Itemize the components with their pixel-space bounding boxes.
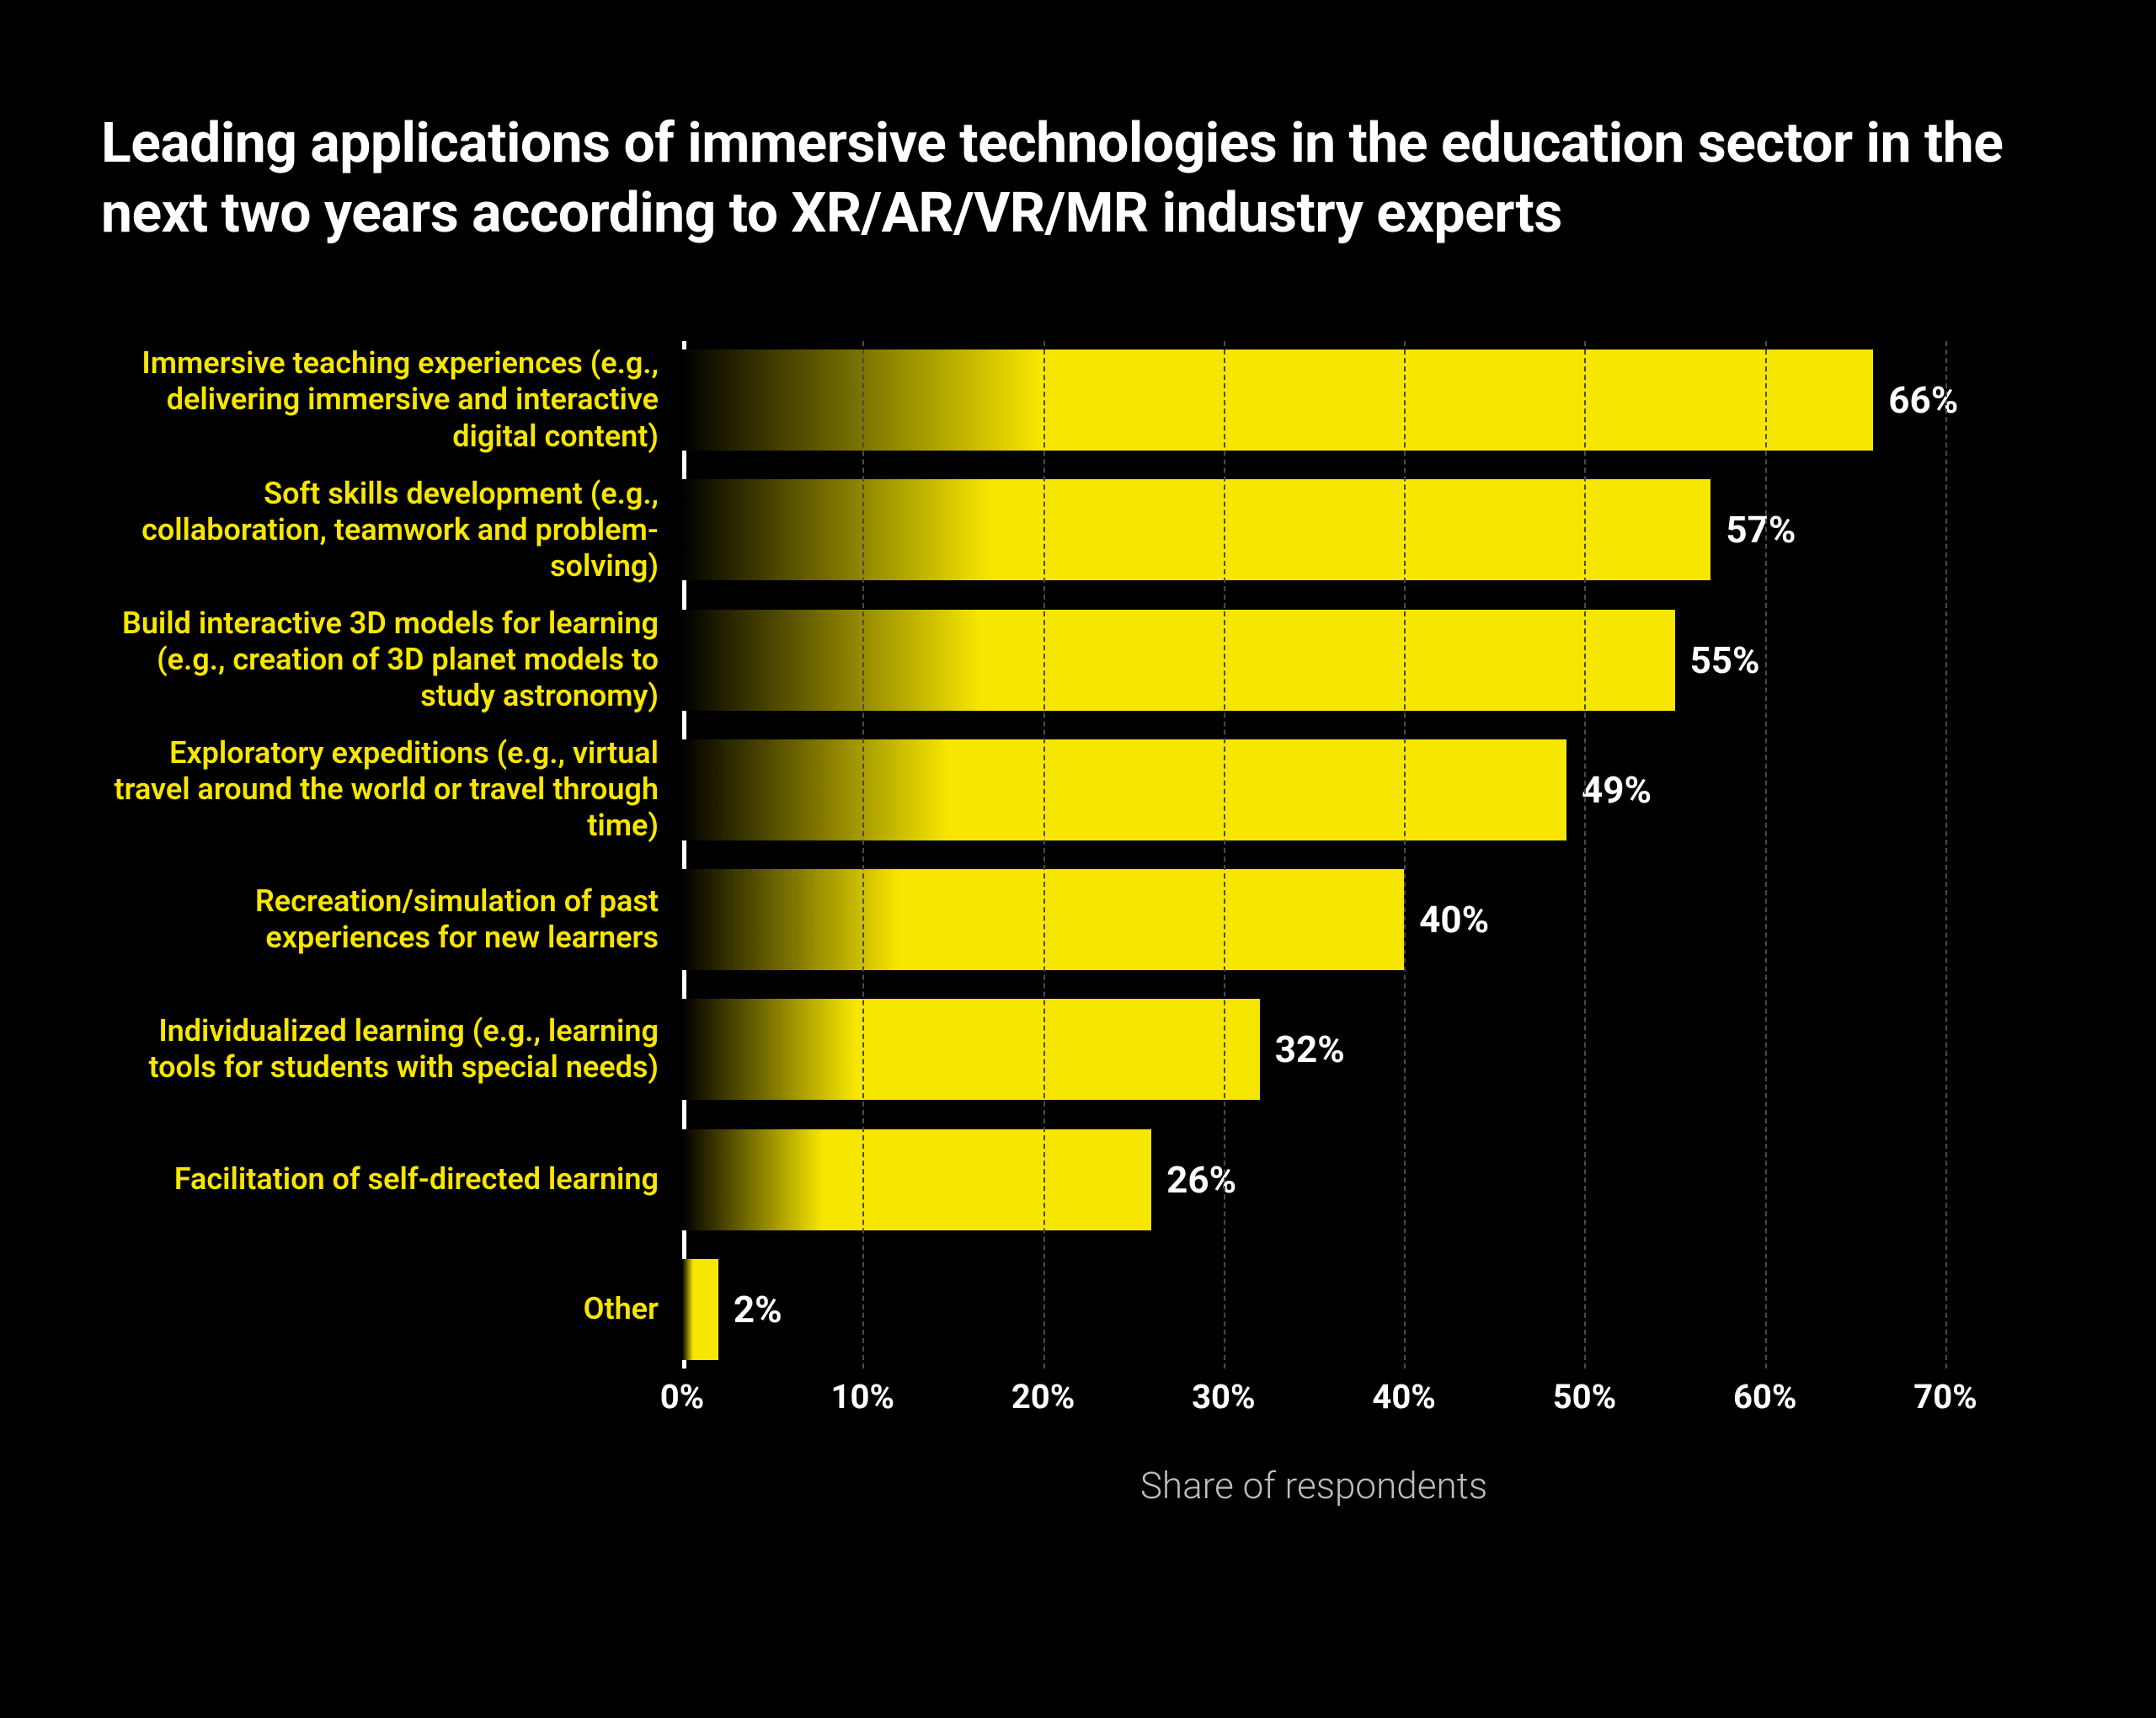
x-tick-label: 60% [1733,1377,1796,1417]
gridline [1043,341,1045,1369]
value-label: 40% [1419,898,1489,942]
chart-container: Leading applications of immersive techno… [0,0,2156,1718]
bar: 2% [682,1259,718,1360]
value-label: 66% [1888,378,1958,422]
x-axis-title: Share of respondents [682,1464,1945,1507]
bar-row: Other2% [682,1259,1945,1360]
bar: 49% [682,739,1566,840]
x-tick-label: 50% [1553,1377,1616,1417]
value-label: 26% [1166,1158,1236,1202]
category-label: Individualized learning (e.g., learning … [103,1013,659,1086]
bar: 66% [682,349,1873,451]
bar-row: Build interactive 3D models for learning… [682,610,1945,711]
bar: 32% [682,999,1260,1100]
x-tick-label: 70% [1913,1377,1977,1417]
bar-row: Soft skills development (e.g., collabora… [682,479,1945,580]
gridline [1404,341,1406,1369]
value-label: 49% [1582,768,1652,812]
bar: 57% [682,479,1710,580]
x-axis-ticks: 0%10%20%30%40%50%60%70% [682,1377,1945,1427]
category-label: Build interactive 3D models for learning… [103,606,659,715]
category-label: Exploratory expeditions (e.g., virtual t… [103,735,659,845]
gridline [862,341,864,1369]
x-tick-label: 10% [831,1377,894,1417]
bar-row: Immersive teaching experiences (e.g., de… [682,349,1945,451]
gridline [1765,341,1767,1369]
category-label: Soft skills development (e.g., collabora… [103,476,659,585]
bar-row: Exploratory expeditions (e.g., virtual t… [682,739,1945,840]
chart-wrap: Immersive teaching experiences (e.g., de… [101,341,2055,1537]
gridline [1224,341,1225,1369]
x-tick-label: 0% [660,1377,705,1417]
bar-row: Facilitation of self-directed learning26… [682,1129,1945,1230]
category-label: Recreation/simulation of past experience… [103,883,659,956]
x-tick-label: 20% [1011,1377,1075,1417]
bars-column: Immersive teaching experiences (e.g., de… [682,349,1945,1360]
bar: 55% [682,610,1675,711]
category-label: Facilitation of self-directed learning [103,1161,659,1198]
gridline [1584,341,1586,1369]
x-tick-label: 40% [1372,1377,1435,1417]
chart-title: Leading applications of immersive techno… [101,109,2055,248]
bar: 26% [682,1129,1151,1230]
x-tick-label: 30% [1192,1377,1255,1417]
gridline [1945,341,1947,1369]
category-label: Other [103,1291,659,1327]
bar-row: Individualized learning (e.g., learning … [682,999,1945,1100]
category-label: Immersive teaching experiences (e.g., de… [103,345,659,455]
value-label: 2% [734,1288,782,1331]
value-label: 55% [1690,638,1760,682]
value-label: 57% [1726,508,1796,552]
bar-row: Recreation/simulation of past experience… [682,869,1945,970]
plot-area: Immersive teaching experiences (e.g., de… [682,341,1945,1369]
value-label: 32% [1275,1027,1345,1071]
